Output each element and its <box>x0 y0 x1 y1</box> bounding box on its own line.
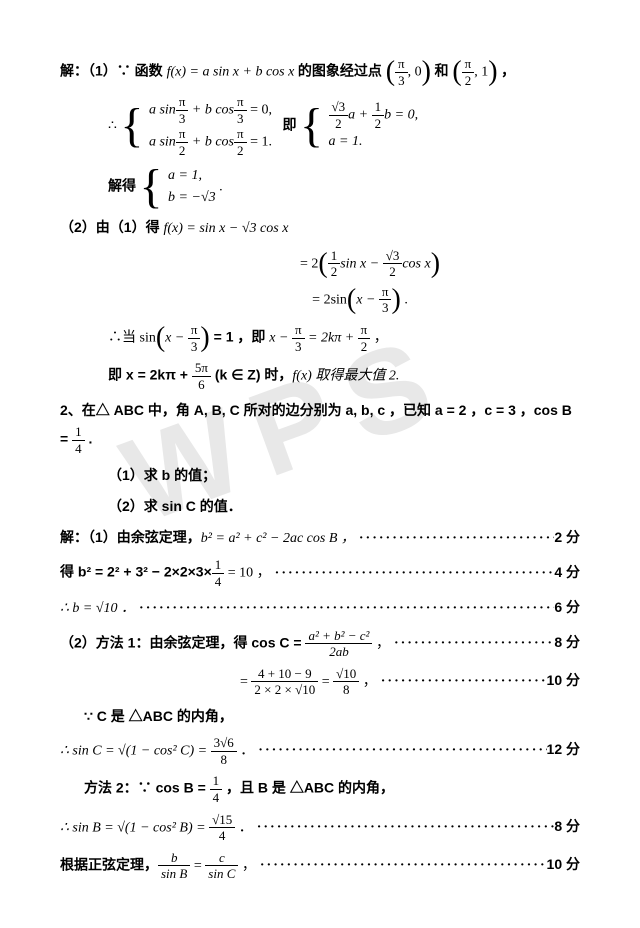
p2-l4: ∴当 sin(x − π3) = 1 ，即 x − π3 = 2kπ + π2 … <box>108 322 580 354</box>
sys2: √32a + 12b = 0, a = 1. <box>329 99 419 154</box>
and: 和 <box>434 62 452 78</box>
c: , 1 <box>474 64 488 79</box>
q2-cc: ∵ C 是 △ABC 的内角， <box>84 704 580 729</box>
jiede: 解得 <box>108 177 136 193</box>
document-content: 解：（1）∵ 函数 f(x) = a sin x + b cos x 的图象经过… <box>60 56 580 882</box>
q2-sol1: 解：（1）由余弦定理，b² = a² + c² − 2ac cos B ， ··… <box>60 525 580 551</box>
p2-lead: （2）由（1）得 f(x) = sin x − √3 cos x <box>60 215 580 241</box>
rp: ) <box>488 56 497 87</box>
frac: π3 <box>395 56 408 88</box>
brace: { <box>140 168 163 206</box>
q2-m1e: = 4 + 10 − 92 × 2 × √10 = √108 ， ·······… <box>60 666 580 698</box>
ji: 即 <box>282 117 296 133</box>
brace: { <box>120 107 143 145</box>
label: 解：（1）∵ 函数 <box>60 62 167 78</box>
func: f(x) = a sin x + b cos x <box>167 64 295 79</box>
q2-sol2: 得 b² = 2² + 3² − 2×2×3×14 = 10 ， ·······… <box>60 557 580 589</box>
lp: ( <box>386 56 395 87</box>
rp: ) <box>422 56 431 87</box>
end: ， <box>501 62 515 78</box>
q2-sinc: ∴ sin C = √(1 − cos² C) = 3√68 ． ·······… <box>60 735 580 767</box>
p1-intro: 解：（1）∵ 函数 f(x) = a sin x + b cos x 的图象经过… <box>60 56 580 88</box>
q2-sol3: ∴ b = √10 ． ····························… <box>60 595 580 621</box>
q2-stem: 2、在△ ABC 中，角 A, B, C 所对的边分别为 a, b, c ，已知… <box>60 398 580 456</box>
p2-eq3: = 2sin(x − π3) . <box>60 284 580 316</box>
q2-m1: （2）方法 1：由余弦定理，得 cos C = a² + b² − c²2ab … <box>60 628 580 660</box>
p2-eq2: = 2(12sin x − √32cos x) <box>60 248 580 280</box>
therefore: ∴ <box>108 119 117 134</box>
q2-sub1: （1）求 b 的值； <box>108 463 580 488</box>
lp: ( <box>452 56 461 87</box>
t: 的图象经过点 <box>298 62 386 78</box>
p1-system: ∴ { a sinπ3 + b cosπ3 = 0, a sinπ2 + b c… <box>108 94 580 158</box>
p2-l5: 即 x = 2kπ + 5π6 (k ∈ Z) 时，f(x) 取得最大值 2. <box>108 360 580 392</box>
sys3: a = 1, b = −√3 <box>168 165 216 210</box>
dot: . <box>219 179 223 194</box>
frac: π2 <box>462 56 475 88</box>
sys1: a sinπ3 + b cosπ3 = 0, a sinπ2 + b cosπ2… <box>149 94 272 158</box>
c: , 0 <box>408 64 422 79</box>
p1-solve: 解得 { a = 1, b = −√3 . <box>108 165 580 210</box>
brace: { <box>300 107 323 145</box>
q2-sinb: ∴ sin B = √(1 − cos² B) = √154 ． ·······… <box>60 812 580 844</box>
q2-sub2: （2）求 sin C 的值． <box>108 494 580 519</box>
q2-m2: 方法 2：∵ cos B = 14 ，且 B 是 △ABC 的内角， <box>84 773 580 805</box>
q2-law: 根据正弦定理，bsin B = csin C ， ···············… <box>60 850 580 882</box>
